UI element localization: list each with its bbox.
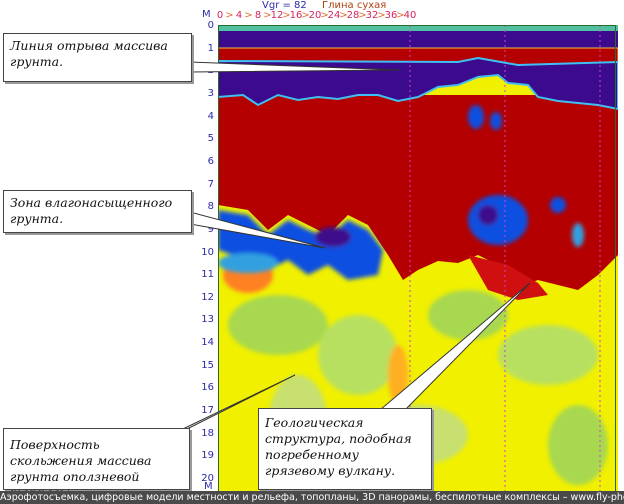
y-tick-label: 19: [201, 450, 214, 462]
x-tick-label: >: [244, 10, 253, 21]
x-tick-label: 28: [346, 10, 360, 21]
y-tick-label: 18: [201, 427, 214, 439]
y-tick-label: 0: [207, 20, 214, 31]
x-tick-label: 0: [216, 10, 224, 21]
x-tick-label: >: [339, 10, 348, 21]
y-tick-label: 11: [201, 269, 214, 281]
y-tick-label: 9: [207, 223, 214, 235]
y-tick-label: 12: [201, 291, 214, 303]
x-tick-label: >: [358, 10, 367, 21]
y-tick-label: 15: [201, 359, 214, 371]
x-tick-label: >: [396, 10, 405, 21]
callout-mud-volcano: Геологическая структура, подобная погреб…: [258, 408, 432, 490]
y-tick-label: 8: [207, 201, 214, 213]
x-tick-label: >: [263, 10, 272, 21]
footer-banner: Аэрофотосъемка, цифровые модели местност…: [0, 491, 624, 504]
y-tick-label: 4: [207, 110, 214, 122]
y-tick-label: 17: [201, 405, 214, 417]
y-tick-label: 1: [207, 42, 214, 54]
y-tick-label: 3: [207, 87, 214, 99]
x-tick-label: 16: [289, 10, 303, 21]
x-tick-label: 32: [365, 10, 379, 21]
y-unit-label: M: [204, 481, 213, 492]
y-tick-label: 16: [201, 382, 214, 394]
x-tick-label: >: [225, 10, 234, 21]
x-tick-label: 20: [308, 10, 322, 21]
y-tick-label: 20: [201, 473, 214, 484]
callout-slip-surface: Поверхность скольжения массива грунта оп…: [3, 428, 190, 500]
y-tick-label: 7: [207, 178, 214, 190]
x-tick-label: >: [282, 10, 291, 21]
x-tick-label: 24: [327, 10, 341, 21]
y-tick-label: 10: [201, 246, 214, 258]
y-tick-label: 14: [201, 337, 214, 349]
x-tick-label: 4: [235, 10, 243, 21]
x-tick-label: >: [301, 10, 310, 21]
y-tick-label: 6: [207, 155, 214, 167]
x-tick-label: 12: [270, 10, 284, 21]
x-tick-label: >: [320, 10, 329, 21]
x-tick-label: 36: [384, 10, 398, 21]
x-tick-label: 40: [403, 10, 417, 21]
velocity-label: Vgr = 82: [262, 0, 307, 11]
callout-detachment-line: Линия отрыва массива грунта.: [3, 33, 192, 82]
callout-wet-zone: Зона влагонасыщенного грунта.: [3, 190, 192, 233]
x-tick-label: 8: [254, 10, 262, 21]
material-label: Глина сухая: [322, 0, 387, 11]
y-tick-label: 13: [201, 314, 214, 326]
y-tick-label: 5: [207, 133, 214, 145]
x-tick-label: >: [377, 10, 386, 21]
x-unit-label: M: [202, 9, 211, 20]
